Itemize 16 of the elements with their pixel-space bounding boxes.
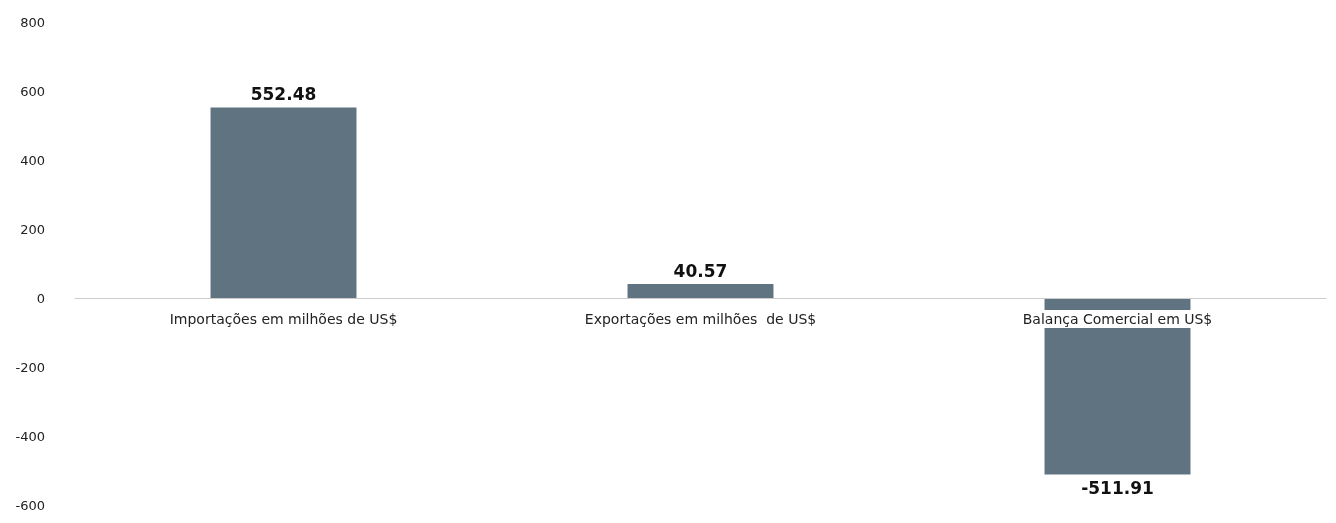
data-label: 40.57 [673, 260, 728, 281]
data-label: -511.91 [1081, 478, 1154, 499]
y-tick-label: -200 [15, 359, 45, 375]
y-tick-label: 400 [20, 152, 45, 168]
x-tick-label: Balança Comercial em US$ [1022, 311, 1213, 327]
bar [627, 284, 774, 298]
x-tick-label: Exportações em milhões de US$ [584, 311, 817, 327]
bar [210, 107, 357, 298]
y-tick-label: -400 [15, 428, 45, 444]
y-tick-label: 600 [20, 83, 45, 99]
y-tick-label: 200 [20, 221, 45, 237]
y-tick-label: 0 [36, 290, 45, 306]
y-tick-label: 800 [20, 14, 45, 30]
y-tick-label: -600 [15, 497, 45, 513]
data-label: 552.48 [250, 83, 317, 104]
x-tick-label: Importações em milhões de US$ [169, 311, 398, 327]
